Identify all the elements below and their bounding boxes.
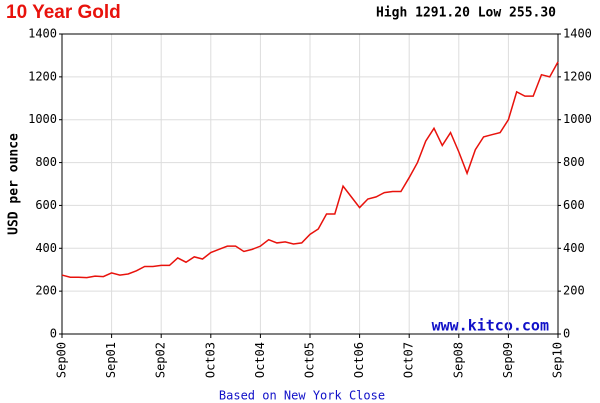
y2-tick-label: 600 bbox=[563, 198, 585, 212]
y-tick-label: 600 bbox=[35, 198, 57, 212]
x-tick-label: Sep08 bbox=[451, 342, 465, 378]
y2-tick-label: 400 bbox=[563, 241, 585, 255]
y-tick-label: 800 bbox=[35, 155, 57, 169]
x-tick-label: Sep01 bbox=[104, 342, 118, 378]
x-tick-label: Sep02 bbox=[154, 342, 168, 378]
x-tick-label: Oct04 bbox=[253, 342, 267, 378]
y-tick-label: 200 bbox=[35, 284, 57, 298]
y2-tick-label: 1000 bbox=[563, 112, 592, 126]
x-tick-label: Sep10 bbox=[551, 342, 565, 378]
y2-tick-label: 0 bbox=[563, 327, 570, 341]
x-tick-label: Oct05 bbox=[303, 342, 317, 378]
x-tick-label: Sep09 bbox=[501, 342, 515, 378]
plot-frame bbox=[61, 33, 559, 335]
y2-tick-label: 1400 bbox=[563, 27, 592, 41]
price-line bbox=[61, 61, 559, 279]
y-tick-label: 1000 bbox=[28, 112, 57, 126]
y2-tick-label: 800 bbox=[563, 155, 585, 169]
y2-tick-label: 1200 bbox=[563, 69, 592, 83]
x-tick-label: Oct03 bbox=[203, 342, 217, 378]
x-tick-label: Oct07 bbox=[402, 342, 416, 378]
note-label: Based on New York Close bbox=[219, 389, 385, 403]
y-tick-label: 400 bbox=[35, 241, 57, 255]
chart-title: 10 Year Gold bbox=[6, 2, 121, 23]
y-tick-label: 1200 bbox=[28, 69, 57, 83]
y-tick-label: 1400 bbox=[28, 27, 57, 41]
x-tick-label: Oct06 bbox=[352, 342, 366, 378]
y2-tick-label: 200 bbox=[563, 284, 585, 298]
y-axis-label: USD per ounce bbox=[7, 133, 22, 235]
x-tick-label: Sep00 bbox=[55, 342, 69, 378]
chart-subtitle: High 1291.20 Low 255.30 bbox=[376, 6, 556, 21]
source-label: www.kitco.com bbox=[432, 317, 549, 335]
y-tick-label: 0 bbox=[50, 327, 57, 341]
